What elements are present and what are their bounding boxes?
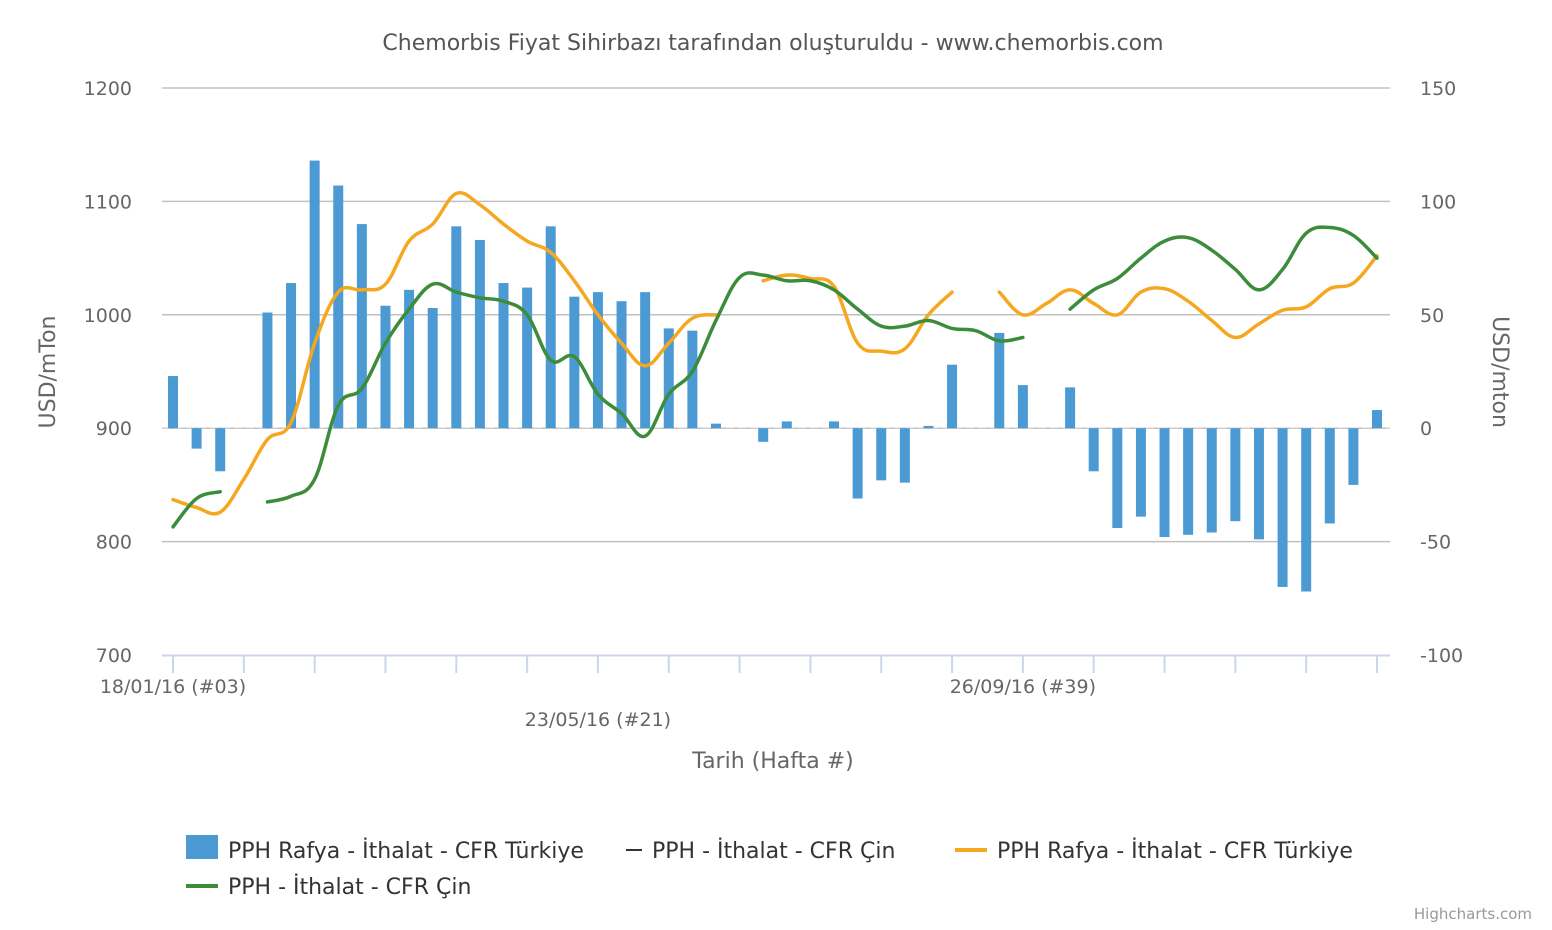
x-axis-title: Tarih (Hafta #) — [691, 749, 853, 774]
legend-item[interactable]: PPH - İthalat - CFR Çin — [186, 874, 471, 900]
series-line — [171, 489, 222, 529]
bar — [545, 226, 556, 429]
x-tick-label: 26/09/16 (#39) — [950, 676, 1096, 698]
bar — [1324, 428, 1335, 524]
bar — [710, 423, 721, 429]
y-left-tick-label: 1100 — [84, 191, 132, 213]
y-axis-right-title: USD/mton — [1487, 316, 1512, 428]
series-line — [171, 190, 718, 516]
x-tick-label: 23/05/16 (#21) — [525, 709, 671, 731]
bar — [286, 283, 297, 429]
bar — [829, 421, 840, 429]
axes: 700 800 900 1000 1100 1200 -100 -50 0 50 100 150 18/… — [84, 78, 1463, 731]
series-line — [997, 254, 1379, 340]
bar — [474, 239, 485, 429]
y-right-tick-label: 100 — [1420, 191, 1456, 213]
series-line — [761, 273, 954, 355]
bar — [1065, 387, 1076, 429]
bar — [1230, 428, 1241, 522]
bar — [852, 428, 863, 499]
bar — [947, 364, 958, 429]
bar — [663, 328, 674, 429]
y-right-tick-label: -100 — [1420, 645, 1463, 667]
bar — [168, 376, 178, 429]
y-left-tick-label: 1200 — [84, 78, 132, 100]
bar — [1348, 428, 1359, 485]
bar — [333, 185, 344, 429]
bar — [781, 421, 792, 429]
bar — [1183, 428, 1194, 535]
x-tick-label: 18/01/16 (#03) — [100, 676, 246, 698]
bar — [1277, 428, 1288, 587]
column-series — [168, 160, 1382, 592]
bar — [1253, 428, 1264, 540]
y-left-tick-label: 1000 — [84, 305, 132, 327]
bar — [592, 292, 603, 429]
bar — [1372, 410, 1382, 429]
y-right-tick-label: 0 — [1420, 418, 1432, 440]
bar — [1301, 428, 1312, 592]
bar — [1017, 385, 1028, 429]
bar — [498, 283, 509, 429]
bar — [262, 312, 273, 429]
bar — [1159, 428, 1170, 538]
bar — [309, 160, 320, 429]
bar — [1088, 428, 1099, 472]
bar — [191, 428, 202, 449]
legend-label: PPH Rafya - İthalat - CFR Türkiye — [997, 838, 1353, 864]
y-left-tick-label: 900 — [96, 418, 132, 440]
y-left-tick-label: 700 — [96, 645, 132, 667]
bar — [616, 301, 627, 429]
bar — [380, 305, 391, 429]
bar — [1206, 428, 1217, 533]
y-right-tick-label: -50 — [1420, 532, 1451, 554]
bar — [1135, 428, 1146, 517]
bar — [923, 425, 934, 429]
chart-title: Chemorbis Fiyat Sihirbazı tarafından olu… — [382, 31, 1163, 56]
legend: PPH Rafya - İthalat - CFR Türkiye PPH - İ… — [186, 835, 1353, 900]
bar — [404, 289, 415, 429]
bar — [876, 428, 887, 481]
legend-item[interactable]: PPH Rafya - İthalat - CFR Türkiye — [955, 838, 1353, 864]
legend-label: PPH - İthalat - CFR Çin — [228, 874, 471, 900]
bar — [899, 428, 910, 483]
bar — [522, 287, 533, 429]
y-right-tick-label: 50 — [1420, 305, 1444, 327]
bar — [215, 428, 226, 472]
bar — [687, 330, 698, 429]
legend-item[interactable]: PPH - İthalat - CFR Çin — [626, 838, 895, 864]
bar — [427, 307, 438, 429]
bar — [569, 296, 580, 429]
y-left-tick-label: 800 — [96, 532, 132, 554]
y-axis-left-title: USD/mTon — [36, 316, 61, 429]
credits-link[interactable]: Highcharts.com — [1414, 905, 1532, 923]
bar — [640, 292, 651, 429]
line-series — [171, 190, 1379, 529]
series-line — [1068, 225, 1379, 311]
legend-symbol — [186, 835, 218, 859]
legend-label: PPH Rafya - İthalat - CFR Türkiye — [228, 838, 584, 864]
legend-item[interactable]: PPH Rafya - İthalat - CFR Türkiye — [186, 835, 584, 864]
legend-label: PPH - İthalat - CFR Çin — [652, 838, 895, 864]
bar — [1112, 428, 1123, 528]
y-right-tick-label: 150 — [1420, 78, 1456, 100]
bar — [356, 224, 367, 429]
bar — [994, 332, 1005, 429]
bar — [451, 226, 462, 429]
series-line — [265, 271, 1025, 504]
bar — [758, 428, 769, 442]
